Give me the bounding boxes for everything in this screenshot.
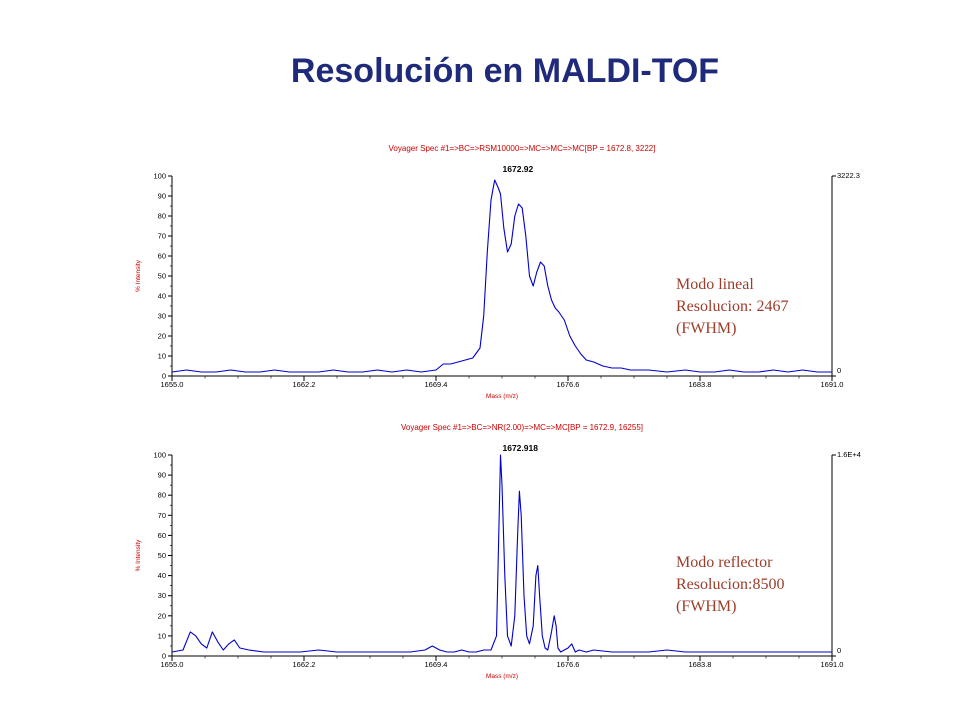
reflector-mode-note: Modo reflector Resolucion:8500 (FWHM) [676, 552, 784, 618]
x-tick-label: 1683.8 [689, 660, 712, 669]
slide-title: Resolución en MALDI-TOF [290, 52, 720, 90]
y-tick-label: 50 [158, 272, 166, 281]
x-tick-label: 1691.0 [821, 380, 844, 389]
x-tick-label: 1676.6 [557, 660, 580, 669]
y-tick-label: 80 [158, 491, 166, 500]
y-axis-label: % Intensity [135, 539, 142, 572]
note-line: Modo reflector [676, 554, 773, 571]
right-axis-max-label: 3222.3 [837, 171, 860, 180]
x-tick-label: 1683.8 [689, 380, 712, 389]
y-tick-label: 90 [158, 192, 166, 201]
note-line: Modo lineal [676, 276, 754, 293]
right-axis-min-label: 0 [837, 646, 841, 655]
y-tick-label: 40 [158, 571, 166, 580]
x-tick-label: 1662.2 [293, 380, 316, 389]
x-axis-label: Mass (m/z) [486, 673, 518, 680]
x-tick-label: 1691.0 [821, 660, 844, 669]
y-tick-label: 80 [158, 212, 166, 221]
x-tick-label: 1662.2 [293, 660, 316, 669]
y-tick-label: 40 [158, 292, 166, 301]
spectrum-trace [171, 454, 832, 653]
note-line: (FWHM) [676, 598, 737, 615]
reflector-mode-spectrum: Voyager Spec #1=>BC=>NR(2.00)=>MC=>MC[BP… [135, 423, 861, 680]
y-tick-label: 70 [158, 511, 166, 520]
spectrum-title: Voyager Spec #1=>BC=>NR(2.00)=>MC=>MC[BP… [401, 423, 643, 432]
y-tick-label: 10 [158, 352, 166, 361]
peak-label: 1672.918 [502, 443, 538, 453]
y-tick-label: 60 [158, 252, 166, 261]
x-tick-label: 1655.0 [161, 660, 184, 669]
note-line: Resolucion:8500 [676, 576, 785, 593]
right-axis-min-label: 0 [837, 366, 841, 375]
spectrum-trace [171, 179, 832, 373]
y-tick-label: 60 [158, 531, 166, 540]
y-tick-label: 20 [158, 611, 166, 620]
y-tick-label: 20 [158, 332, 166, 341]
y-tick-label: 100 [153, 451, 166, 460]
right-axis-max-label: 1.6E+4 [837, 450, 861, 459]
peak-label: 1672.92 [503, 164, 534, 174]
spectrum-title: Voyager Spec #1=>BC=>RSM10000=>MC=>MC=>M… [389, 144, 656, 153]
note-line: (FWHM) [676, 320, 737, 337]
x-tick-label: 1669.4 [425, 660, 448, 669]
y-tick-label: 0 [162, 652, 166, 661]
y-axis-label: % Intensity [135, 259, 142, 292]
y-tick-label: 100 [153, 172, 166, 181]
y-tick-label: 30 [158, 312, 166, 321]
x-axis-label: Mass (m/z) [486, 393, 518, 400]
y-tick-label: 30 [158, 591, 166, 600]
note-line: Resolucion: 2467 [676, 298, 789, 315]
linear-mode-note: Modo lineal Resolucion: 2467 (FWHM) [676, 274, 788, 340]
y-tick-label: 0 [162, 372, 166, 381]
y-tick-label: 70 [158, 232, 166, 241]
y-tick-label: 10 [158, 631, 166, 640]
linear-mode-spectrum: Voyager Spec #1=>BC=>RSM10000=>MC=>MC=>M… [135, 144, 860, 400]
y-tick-label: 90 [158, 471, 166, 480]
x-tick-label: 1655.0 [161, 380, 184, 389]
y-tick-label: 50 [158, 551, 166, 560]
x-tick-label: 1676.6 [557, 380, 580, 389]
x-tick-label: 1669.4 [425, 380, 448, 389]
